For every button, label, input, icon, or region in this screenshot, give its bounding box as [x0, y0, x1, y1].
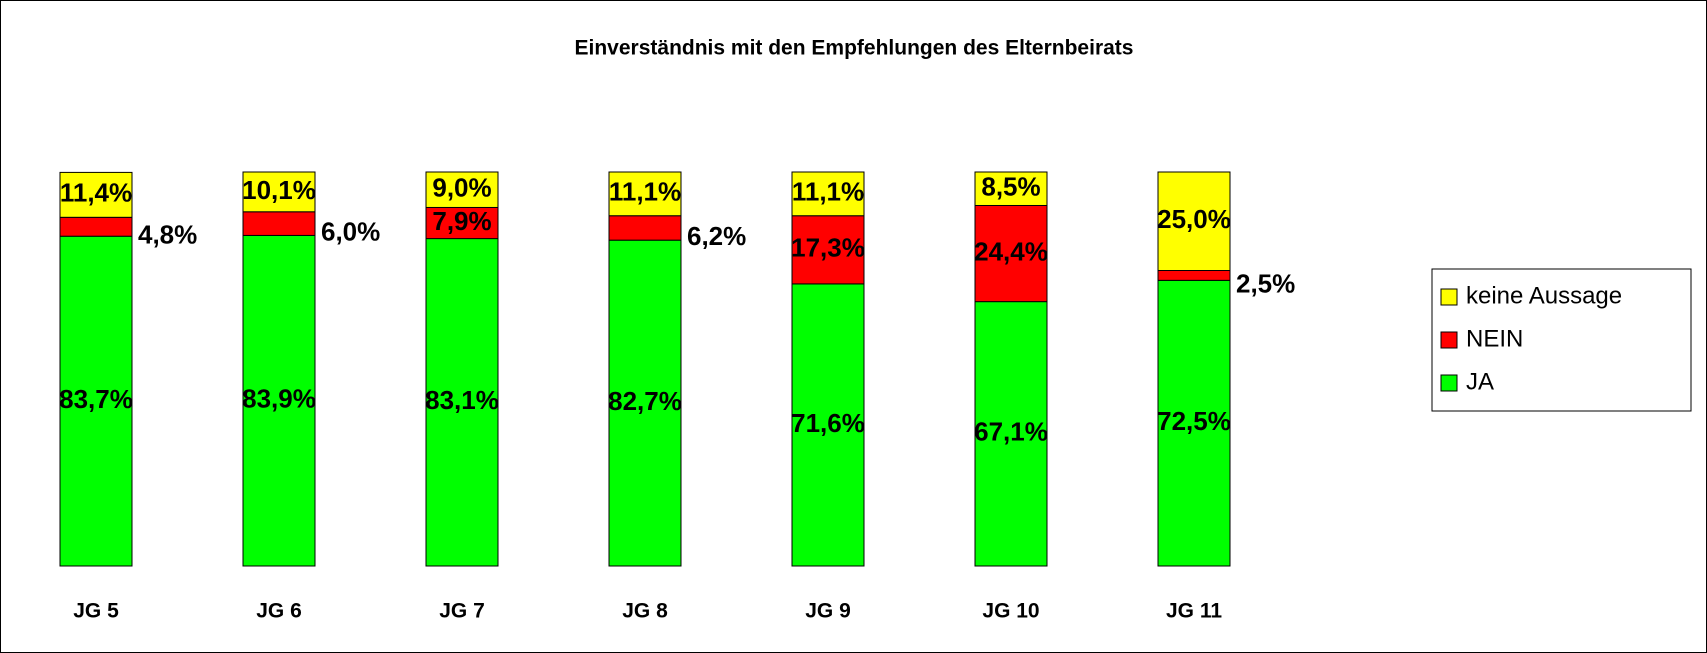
data-label: 7,9%	[432, 206, 491, 236]
x-tick-label: JG 5	[73, 600, 119, 623]
bar-segment	[974, 171, 1048, 206]
data-label: 67,1%	[974, 417, 1048, 447]
x-tick-label: JG 8	[622, 600, 668, 623]
x-tick-label: JG 11	[1166, 600, 1222, 623]
bar-segment	[425, 238, 499, 567]
data-label: 83,9%	[242, 384, 316, 414]
data-label: 25,0%	[1157, 204, 1231, 234]
legend-box	[1431, 268, 1692, 412]
data-label: 82,7%	[608, 386, 682, 416]
x-tick-label: JG 10	[982, 600, 1039, 623]
bar-segment	[974, 204, 1048, 303]
bar-segment	[59, 216, 133, 237]
data-label: 11,4%	[60, 178, 132, 208]
data-label: 9,0%	[432, 173, 491, 203]
x-tick-label: JG 6	[256, 600, 302, 623]
legend-label: JA	[1466, 368, 1494, 395]
bar-segment	[608, 239, 682, 567]
data-label: 83,1%	[425, 385, 499, 415]
bar-segment	[608, 215, 682, 241]
legend-swatch	[1440, 331, 1458, 349]
data-label: 10,1%	[242, 175, 316, 205]
bar-segment	[1157, 171, 1231, 271]
legend-swatch	[1440, 374, 1458, 392]
bar-segment	[242, 171, 316, 213]
bar-segment	[791, 283, 865, 567]
legend-label: NEIN	[1466, 325, 1523, 352]
data-label: 72,5%	[1157, 406, 1231, 436]
chart-title: Einverständnis mit den Empfehlungen des …	[575, 37, 1134, 60]
bar-segment	[608, 171, 682, 217]
bar-segment	[242, 211, 316, 236]
data-label: 8,5%	[981, 172, 1040, 202]
data-label: 17,3%	[791, 233, 865, 263]
bar-segment	[791, 215, 865, 285]
bar-segment	[974, 301, 1048, 567]
bar-segment	[425, 171, 499, 208]
data-label: 6,2%	[687, 221, 746, 251]
legend-label: keine Aussage	[1466, 282, 1622, 309]
bar-segment	[425, 206, 499, 240]
data-label: 71,6%	[791, 408, 865, 438]
bar-segment	[59, 171, 133, 218]
legend-swatch	[1440, 288, 1458, 306]
data-label: 11,1%	[609, 177, 681, 207]
bar-segment	[791, 171, 865, 217]
data-label: 2,5%	[1236, 268, 1295, 298]
x-tick-label: JG 9	[805, 600, 851, 623]
data-label: 4,8%	[138, 220, 197, 250]
bar-segment	[1157, 270, 1231, 281]
data-label: 83,7%	[59, 384, 133, 414]
data-label: 6,0%	[321, 216, 380, 246]
bar-segment	[242, 234, 316, 567]
x-tick-label: JG 7	[439, 600, 485, 623]
data-label: 24,4%	[974, 236, 1048, 266]
bar-segment	[1157, 279, 1231, 567]
data-label: 11,1%	[792, 177, 864, 207]
